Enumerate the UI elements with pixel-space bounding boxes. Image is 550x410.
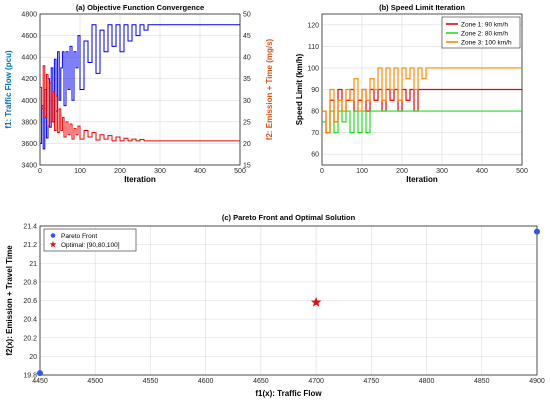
panel-a-right-ytick-label: 40 [243, 55, 251, 62]
panel-a-xlabel: Iteration [124, 175, 156, 184]
panel-b-speed-limit: (b) Speed Limit Iteration Iteration Spee… [295, 3, 528, 184]
panel-b-ytick-label: 90 [311, 87, 319, 94]
panel-c-xtick-label: 4750 [364, 378, 380, 385]
panel-a-series-right [40, 65, 240, 142]
panel-b-legend: Zone 1: 90 km/h Zone 2: 80 km/h Zone 3: 10… [441, 16, 521, 49]
panel-b-ytick-label: 60 [311, 152, 319, 159]
panel-a-ylabel-left: f1: Traffic Flow (pcu) [4, 50, 13, 129]
panel-a-title: (a) Objective Function Convergence [76, 3, 204, 12]
optimal-star [310, 296, 322, 307]
panel-b-series-2 [322, 110, 522, 134]
panel-c-xtick-label: 4650 [253, 378, 269, 385]
panel-a-ytick-label: 4400 [21, 55, 37, 62]
panel-a-right-ytick-label: 35 [243, 76, 251, 83]
panel-c-legend-box [43, 228, 137, 252]
panel-b-ytick-label: 100 [307, 65, 319, 72]
panel-c-ylabel: f2(x): Emission + Travel Time [5, 245, 14, 356]
panel-b-ytick-label: 70 [311, 130, 319, 137]
panel-c-title: (c) Pareto Front and Optimal Solution [222, 213, 356, 222]
panel-c-xtick-label: 4550 [143, 378, 159, 385]
panel-b-xtick-label: 100 [356, 168, 368, 175]
panel-b-ytick-label: 120 [307, 22, 319, 29]
panel-b-xtick-label: 200 [396, 168, 408, 175]
panel-c-ytick-label: 20.6 [23, 298, 37, 305]
panel-c-legend-label: Optimal: [90,80,100] [61, 242, 120, 249]
panel-a-ytick-label: 3800 [21, 119, 37, 126]
panel-b-xlabel: Iteration [406, 175, 438, 184]
panel-b-legend-label: Zone 1: 90 km/h [461, 21, 508, 28]
panel-c-xlabel: f1(x): Traffic Flow [255, 389, 322, 398]
panel-a-xtick-label: 200 [114, 168, 126, 175]
panel-a-right-ytick-label: 30 [243, 98, 251, 105]
panel-a-ytick-label: 4800 [21, 12, 37, 19]
panel-c-pareto-front: (c) Pareto Front and Optimal Solution f1… [5, 213, 545, 398]
panel-a-right-ytick-label: 45 [243, 33, 251, 40]
panel-a-ytick-label: 4000 [21, 98, 37, 105]
panel-a-right-ytick-label: 25 [243, 119, 251, 126]
panel-c-ytick-label: 20.2 [23, 335, 37, 342]
panel-c-xtick-label: 4600 [198, 378, 214, 385]
pareto-point [534, 228, 540, 235]
panel-c-xtick-label: 4900 [529, 378, 545, 385]
panel-c-axes-box [39, 225, 538, 376]
panel-c-legend-swatch [49, 241, 57, 248]
panel-a-ytick-label: 3600 [21, 141, 37, 148]
panel-c-ytick-label: 20.8 [23, 279, 37, 286]
panel-b-legend-label: Zone 2: 80 km/h [461, 30, 508, 37]
panel-b-ytick-label: 110 [308, 44, 319, 51]
panel-a-objective-convergence: (a) Objective Function Convergence Itera… [4, 3, 274, 184]
panel-c-legend-label: Pareto Front [61, 233, 97, 240]
panel-b-ylabel: Speed Limit (km/h) [295, 53, 304, 125]
panel-c-xtick-label: 4500 [87, 378, 103, 385]
panel-c-xtick-label: 4800 [419, 378, 435, 385]
panel-c-ytick-label: 20 [29, 354, 37, 361]
panel-b-xtick-label: 300 [436, 168, 448, 175]
panel-a-ytick-label: 3400 [21, 163, 37, 170]
panel-b-series-1 [322, 88, 522, 134]
panel-c-xtick-label: 4450 [32, 378, 48, 385]
panel-b-title: (b) Speed Limit Iteration [379, 3, 465, 12]
panel-a-ytick-label: 4600 [21, 33, 37, 40]
panel-a-ytick-label: 4200 [21, 76, 37, 83]
panel-c-ytick-label: 21 [29, 261, 37, 268]
panel-a-xtick-label: 100 [74, 168, 86, 175]
panel-a-right-ytick-label: 20 [243, 141, 251, 148]
panel-a-xtick-label: 500 [234, 168, 246, 175]
panel-a-right-ytick-label: 15 [243, 163, 251, 170]
panel-b-legend-label: Zone 3: 100 km/h [461, 39, 512, 46]
panel-a-xtick-label: 400 [194, 168, 206, 175]
pareto-point [37, 370, 43, 377]
panel-c-xtick-label: 4850 [474, 378, 490, 385]
panel-a-right-ytick-label: 50 [243, 12, 251, 19]
panel-b-xtick-label: 500 [516, 168, 528, 175]
panel-c-ytick-label: 20.4 [23, 317, 37, 324]
panel-b-xtick-label: 400 [476, 168, 488, 175]
panel-b-ytick-label: 80 [311, 109, 319, 116]
panel-c-legend-swatch [50, 233, 56, 238]
panel-b-xtick-label: 0 [320, 168, 324, 175]
panel-a-xtick-label: 0 [38, 168, 42, 175]
panel-c-ytick-label: 19.8 [23, 373, 37, 380]
panel-c-ytick-label: 21.4 [23, 224, 37, 231]
panel-c-ytick-label: 21.2 [23, 242, 37, 249]
panel-a-xtick-label: 300 [154, 168, 166, 175]
panel-a-ylabel-right: f2: Emission + Time (mg/s) [265, 38, 274, 140]
panel-b-series-3 [322, 67, 522, 134]
panel-c-legend: Pareto Front Optimal: [90,80,100] [43, 228, 137, 252]
panel-c-xtick-label: 4700 [308, 378, 324, 385]
panel-a-axes-box [39, 13, 241, 166]
